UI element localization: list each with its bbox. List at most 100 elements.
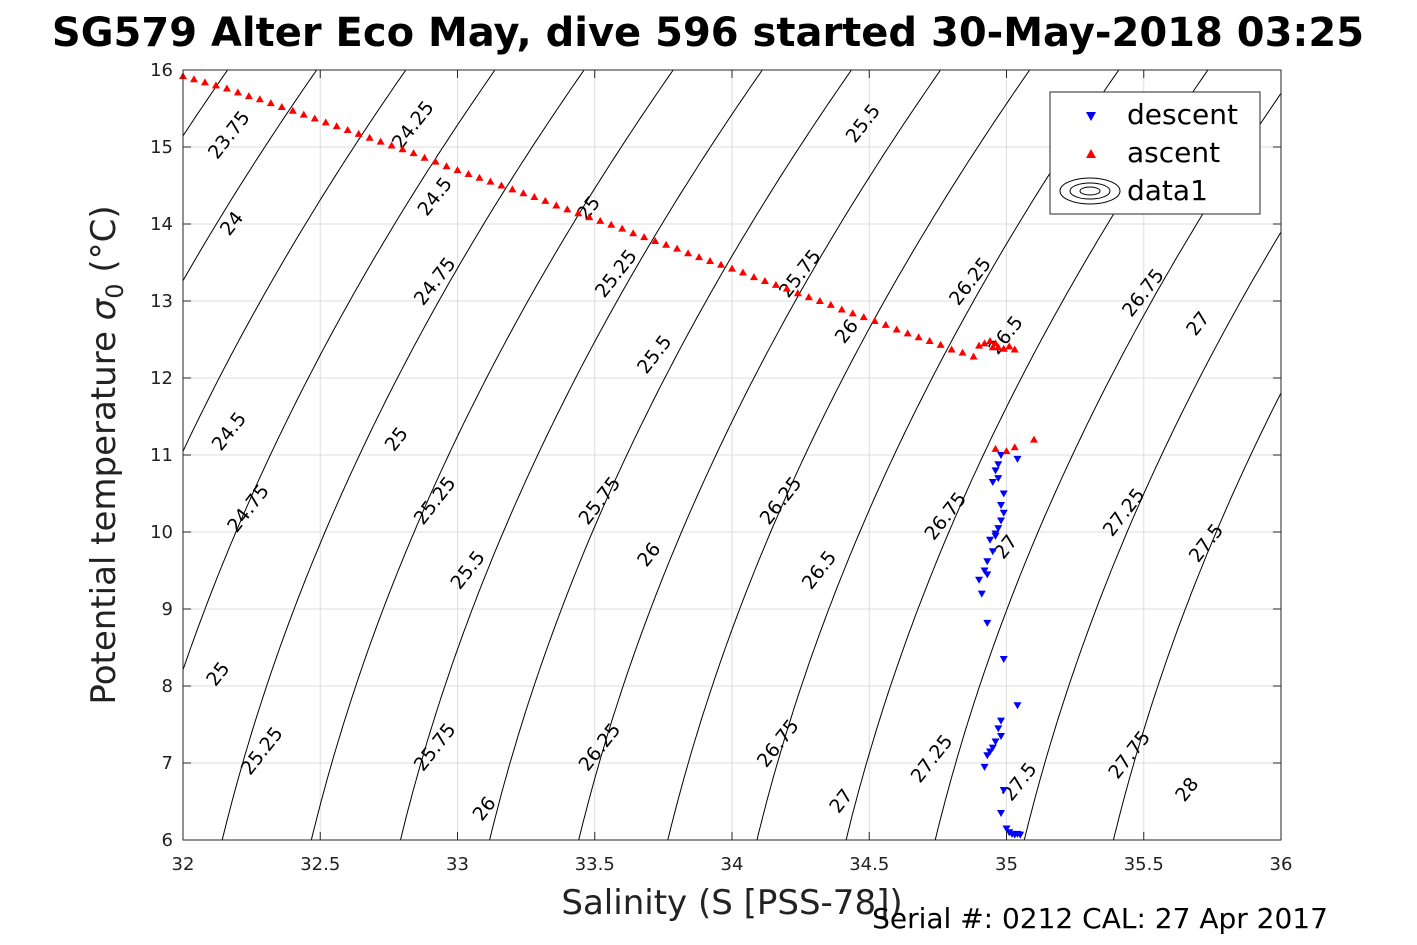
x-tick-label: 35.5: [1124, 854, 1164, 875]
contour-line: [399, 70, 763, 840]
contour-label: 25.75: [574, 473, 625, 529]
contour-label: 24.25: [388, 97, 439, 153]
x-axis-ticks: 32 32.5 33 33.5 34 34.5 35 35.5 36: [172, 70, 1293, 875]
y-axis-label-sigma: σ: [84, 297, 124, 320]
ascent-point: [980, 339, 989, 347]
ascent-point: [376, 137, 385, 145]
y-axis-label-subscript: 0: [101, 283, 129, 298]
ascent-point: [200, 78, 209, 86]
x-tick-label: 32: [172, 854, 195, 875]
ascent-point: [771, 280, 780, 288]
y-tick-label: 7: [162, 753, 173, 774]
descent-point: [1013, 702, 1022, 710]
contour-label: 26: [633, 538, 665, 571]
ascent-point: [442, 162, 451, 170]
ascent-point: [881, 320, 890, 328]
ascent-point: [596, 216, 605, 224]
ascent-point: [332, 122, 341, 130]
x-tick-label: 36: [1270, 854, 1293, 875]
x-tick-label: 32.5: [300, 854, 340, 875]
x-tick-label: 33.5: [575, 854, 615, 875]
ascent-point: [782, 284, 791, 292]
contour-line: [310, 70, 674, 840]
contour-label: 26: [468, 793, 500, 826]
descent-point: [997, 502, 1006, 510]
contour-label: 27.25: [907, 731, 958, 787]
descent-point: [980, 763, 989, 771]
contour-line: [667, 70, 1031, 840]
chart-title: SG579 Alter Eco May, dive 596 started 30…: [52, 10, 1364, 56]
data-points: [179, 72, 1038, 839]
contour-label: 25.75: [410, 719, 461, 775]
ascent-point: [552, 201, 561, 209]
ascent-point: [749, 273, 758, 281]
descent-point: [991, 738, 1000, 746]
y-tick-label: 11: [150, 445, 173, 466]
legend-label-descent: descent: [1127, 98, 1238, 131]
ascent-point: [255, 95, 264, 103]
descent-point: [983, 558, 992, 566]
ascent-point: [530, 193, 539, 201]
grid-lines: [182, 69, 1282, 841]
y-tick-label: 6: [162, 830, 173, 851]
ascent-point: [222, 84, 231, 92]
ascent-point: [508, 185, 517, 193]
contour-line: [183, 70, 496, 672]
contour-label: 26.75: [920, 488, 971, 544]
contour-line: [1112, 391, 1281, 840]
ascent-point: [585, 213, 594, 221]
y-tick-label: 9: [162, 599, 173, 620]
ascent-point: [1010, 443, 1019, 451]
ascent-point: [673, 244, 682, 252]
legend-label-ascent: ascent: [1127, 136, 1220, 169]
contour-line: [489, 70, 853, 840]
ascent-point: [189, 75, 198, 83]
ascent-point: [387, 141, 396, 149]
descent-point: [1016, 831, 1025, 839]
descent-point: [991, 532, 1000, 540]
descent-point: [994, 475, 1003, 483]
contour-label: 25.5: [842, 100, 885, 147]
ascent-point: [706, 256, 715, 264]
contour-line: [0, 24, 82, 879]
legend-descent-marker: [1086, 112, 1096, 121]
ascent-point: [717, 260, 726, 268]
ascent-point: [497, 181, 506, 189]
ascent-point: [958, 348, 967, 356]
ascent-point: [1029, 435, 1038, 443]
descent-point: [977, 590, 986, 598]
ascent-point: [618, 224, 627, 232]
contour-line: [1023, 231, 1281, 840]
ascent-point: [988, 343, 997, 351]
ascent-point: [277, 102, 286, 110]
ascent-point: [837, 305, 846, 313]
ascent-point: [903, 329, 912, 337]
descent-point: [975, 576, 984, 584]
ascent-point: [793, 289, 802, 297]
legend: descent ascent data1: [1049, 91, 1261, 215]
contour-label: 26.5: [798, 547, 841, 594]
ascent-point: [760, 276, 769, 284]
contour-label: 24.5: [413, 173, 456, 220]
contour-label: 25.5: [633, 331, 676, 378]
ascent-point: [684, 249, 693, 257]
ascent-point: [991, 444, 1000, 452]
contour-label: 26.5: [984, 312, 1027, 359]
descent-point: [983, 571, 992, 579]
x-tick-label: 34.5: [849, 854, 889, 875]
descent-point: [997, 517, 1006, 525]
ascent-point: [365, 133, 374, 141]
legend-box: [1049, 91, 1261, 215]
ascent-point: [947, 345, 956, 353]
contour-label: 26: [831, 315, 863, 348]
ascent-point: [343, 126, 352, 134]
ascent-point: [925, 337, 934, 345]
ascent-point: [299, 110, 308, 118]
y-tick-label: 16: [150, 60, 173, 81]
descent-point: [994, 461, 1003, 469]
ascent-point: [398, 145, 407, 153]
ascent-point: [354, 129, 363, 137]
descent-point: [983, 752, 992, 760]
contour-label: 24: [216, 207, 248, 240]
contour-label: 27.5: [1185, 520, 1228, 567]
